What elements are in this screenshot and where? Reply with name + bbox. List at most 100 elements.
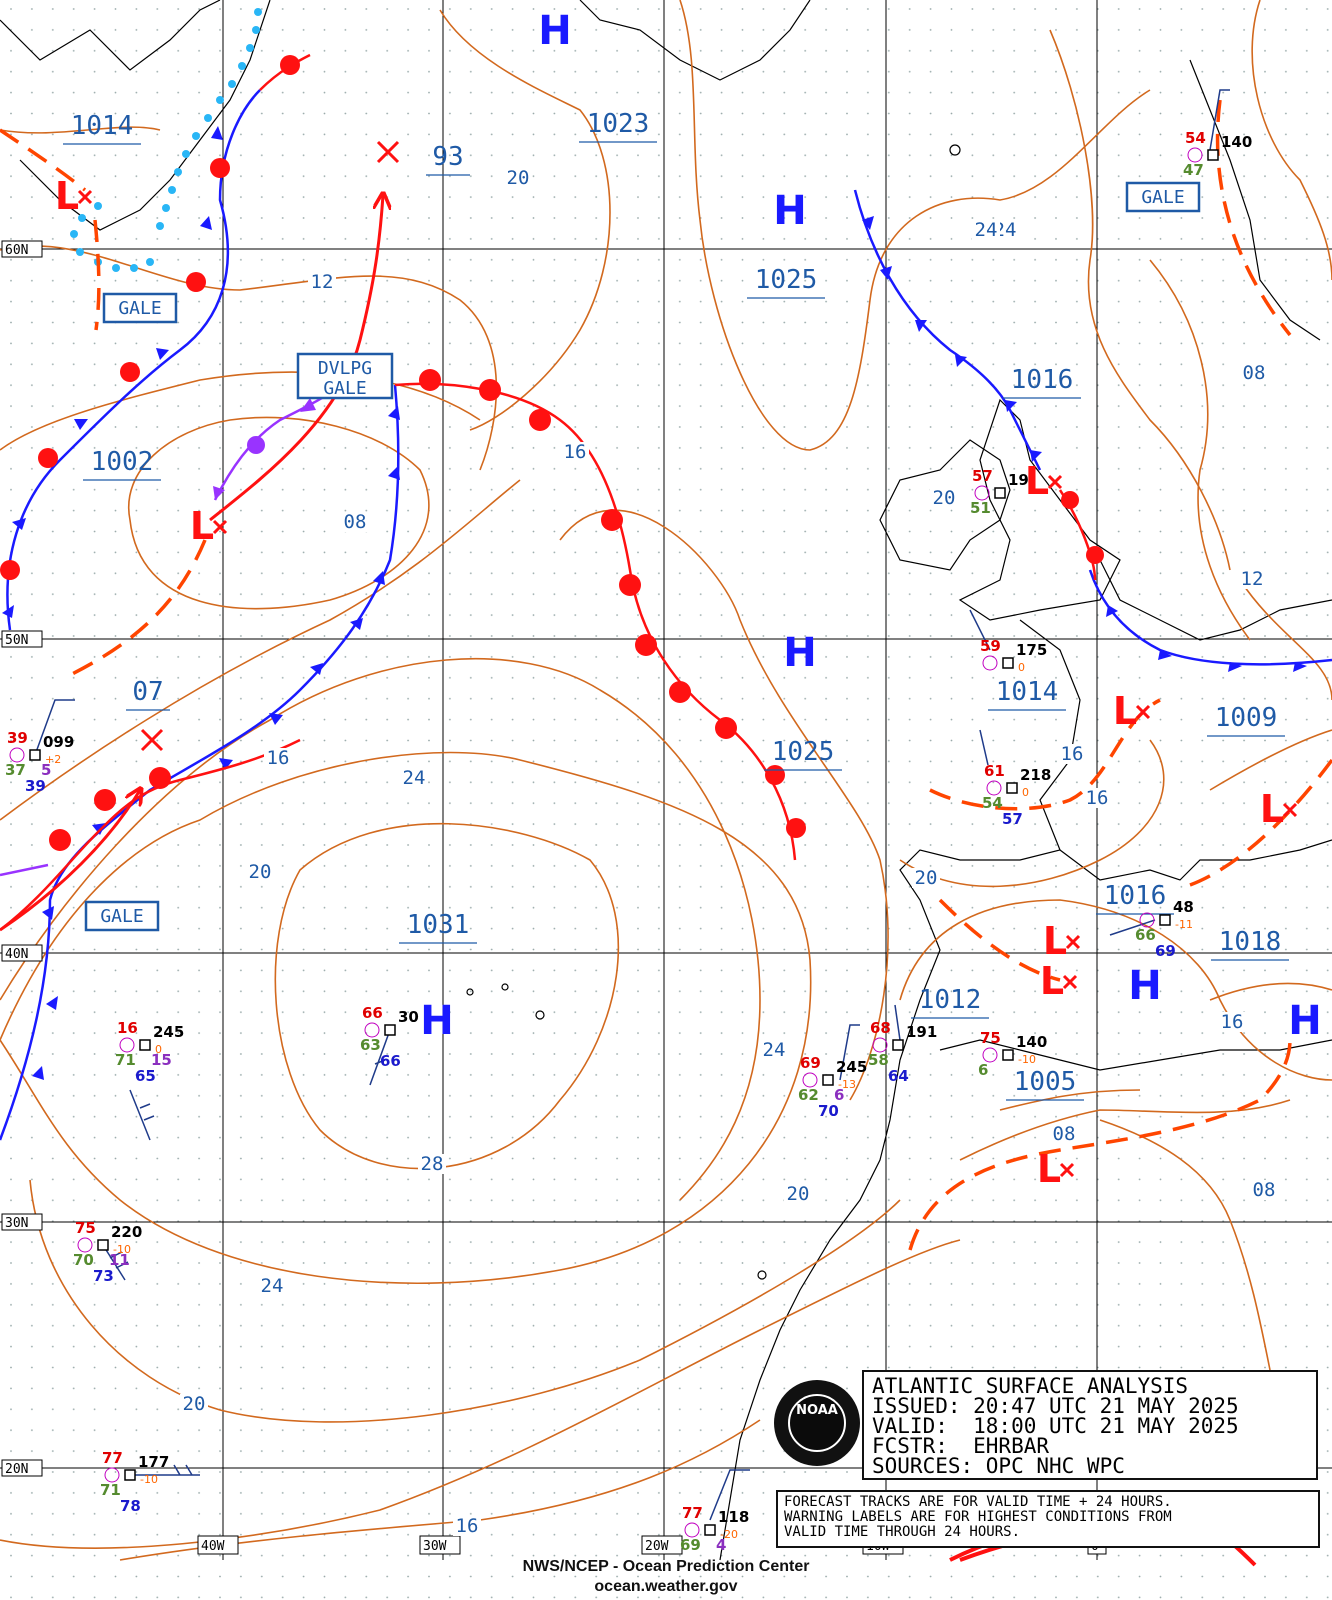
low-pressure-symbol: L bbox=[1040, 959, 1064, 1003]
isobar-label: 24 bbox=[403, 767, 426, 789]
station-temp: 54 bbox=[1185, 129, 1206, 147]
lat-label: 60N bbox=[5, 243, 28, 258]
isobar-label-bg bbox=[760, 1040, 788, 1060]
cloud-cover-icon bbox=[364, 1022, 380, 1038]
station-temp: 66 bbox=[362, 1004, 383, 1022]
coastlines bbox=[0, 0, 1332, 1561]
issued-time: ISSUED: 20:47 UTC 21 MAY 2025 bbox=[872, 1394, 1239, 1418]
station-visibility: 6 bbox=[834, 1086, 844, 1104]
station-temp: 75 bbox=[75, 1219, 96, 1237]
station-pressure-tendency: -13 bbox=[838, 1078, 856, 1091]
station-pressure: 191 bbox=[906, 1023, 937, 1041]
noaa-logo: NOAA bbox=[774, 1380, 860, 1466]
cloud-cover-icon bbox=[104, 1467, 120, 1483]
isobar-label-bg bbox=[1218, 1012, 1246, 1032]
station-dewpoint: 47 bbox=[1183, 161, 1204, 179]
station-sst: 64 bbox=[888, 1067, 909, 1085]
station-temp: 75 bbox=[980, 1029, 1001, 1047]
isobar-label: 12 bbox=[311, 271, 334, 293]
station-sst: 78 bbox=[120, 1497, 141, 1515]
station-pressure: 48 bbox=[1173, 898, 1194, 916]
station-pressure-tendency: 0 bbox=[155, 1043, 162, 1056]
isobar-label-bg bbox=[400, 768, 428, 788]
isobar-label-bg bbox=[1083, 788, 1111, 808]
station-dewpoint: 62 bbox=[798, 1086, 819, 1104]
lon-label-box bbox=[641, 1535, 683, 1555]
low-center-x-icon bbox=[1062, 974, 1078, 990]
isobar-label: 16 bbox=[456, 1515, 479, 1537]
isobar-label: 12 bbox=[1241, 568, 1264, 590]
warning-box bbox=[1125, 181, 1201, 213]
low-center-x-icon bbox=[1047, 474, 1063, 490]
central-pressure-label: 1018 bbox=[1219, 927, 1282, 957]
station-pressure: 19 bbox=[1008, 471, 1029, 489]
station-pressure: 140 bbox=[1016, 1033, 1047, 1051]
station-pressure-tendency: 0 bbox=[1022, 786, 1029, 799]
station-sst: 39 bbox=[25, 777, 46, 795]
product-info-box: ATLANTIC SURFACE ANALYSIS ISSUED: 20:47 … bbox=[862, 1370, 1318, 1480]
isobar-label: 20 bbox=[933, 487, 956, 509]
low-pressure-symbol: L bbox=[190, 504, 214, 548]
isobar-label: 08 bbox=[1253, 1179, 1276, 1201]
isobar-label: 24 bbox=[975, 219, 998, 241]
station-dewpoint: 69 bbox=[680, 1536, 701, 1554]
station-temp: 77 bbox=[682, 1504, 703, 1522]
central-pressure-label: 1005 bbox=[1014, 1067, 1077, 1097]
central-pressure-label: 1023 bbox=[587, 109, 650, 139]
cloud-cover-icon bbox=[1187, 147, 1203, 163]
station-marker bbox=[1207, 149, 1219, 161]
station-pressure: 245 bbox=[153, 1023, 184, 1041]
valid-time: VALID: 18:00 UTC 21 MAY 2025 bbox=[872, 1414, 1239, 1438]
station-visibility: 4 bbox=[716, 1536, 726, 1554]
low-center-x-icon bbox=[1282, 802, 1298, 818]
low-pressure-symbol: L bbox=[1113, 689, 1137, 733]
isobar-label: 20 bbox=[915, 867, 938, 889]
warning-box bbox=[296, 352, 394, 400]
isobar-label: 28 bbox=[421, 1153, 444, 1175]
cold-front-barbs bbox=[2, 126, 1307, 1080]
station-temp: 61 bbox=[984, 762, 1005, 780]
cloud-cover-icon bbox=[119, 1037, 135, 1053]
wind-barbs bbox=[34, 89, 1230, 1521]
isobar-label: 20 bbox=[507, 167, 530, 189]
isobar-label-bg bbox=[930, 488, 958, 508]
station-sst: 65 bbox=[135, 1067, 156, 1085]
station-dewpoint: 66 bbox=[1135, 926, 1156, 944]
isobar-label: 16 bbox=[1061, 743, 1084, 765]
lon-label: 40W bbox=[201, 1539, 225, 1554]
note-line-3: VALID TIME THROUGH 24 HOURS. bbox=[784, 1524, 1021, 1540]
isobar-label-bg bbox=[504, 168, 532, 188]
station-pressure: 140 bbox=[1221, 133, 1252, 151]
isobar-label-bg bbox=[1050, 1124, 1078, 1144]
cloud-cover-icon bbox=[982, 1047, 998, 1063]
isobar-label: 16 bbox=[1086, 787, 1109, 809]
high-pressure-symbol: H bbox=[1128, 963, 1161, 1009]
high-pressure-symbol: H bbox=[538, 8, 571, 54]
lat-label: 30N bbox=[5, 1216, 28, 1231]
cloud-cover-icon bbox=[982, 655, 998, 671]
lon-label-box bbox=[197, 1535, 239, 1555]
isobar-label-bg bbox=[246, 862, 274, 882]
station-sst: 69 bbox=[1155, 942, 1176, 960]
station-dewpoint: 58 bbox=[868, 1051, 889, 1069]
station-marker bbox=[139, 1039, 151, 1051]
lat-label: 50N bbox=[5, 633, 28, 648]
station-marker bbox=[1002, 657, 1014, 669]
warning-label: GALE bbox=[100, 906, 143, 927]
isobar-label-bg bbox=[1250, 1180, 1278, 1200]
storm-center-x-icon bbox=[376, 140, 400, 164]
low-center-x-icon bbox=[212, 519, 228, 535]
low-pressure-symbol: L bbox=[1025, 459, 1049, 503]
troughs bbox=[0, 99, 1332, 1251]
isobar-label: 16 bbox=[564, 441, 587, 463]
station-pressure: 175 bbox=[1016, 641, 1047, 659]
station-sst: 66 bbox=[380, 1052, 401, 1070]
station-temp: 16 bbox=[117, 1019, 138, 1037]
isobar-label-bg bbox=[308, 272, 336, 292]
station-visibility: 15 bbox=[151, 1051, 172, 1069]
isobar-label-bg bbox=[1058, 744, 1086, 764]
station-marker bbox=[1006, 782, 1018, 794]
cloud-cover-icon bbox=[9, 747, 25, 763]
lat-label-box bbox=[1, 240, 43, 258]
station-pressure-tendency: +2 bbox=[45, 753, 61, 766]
